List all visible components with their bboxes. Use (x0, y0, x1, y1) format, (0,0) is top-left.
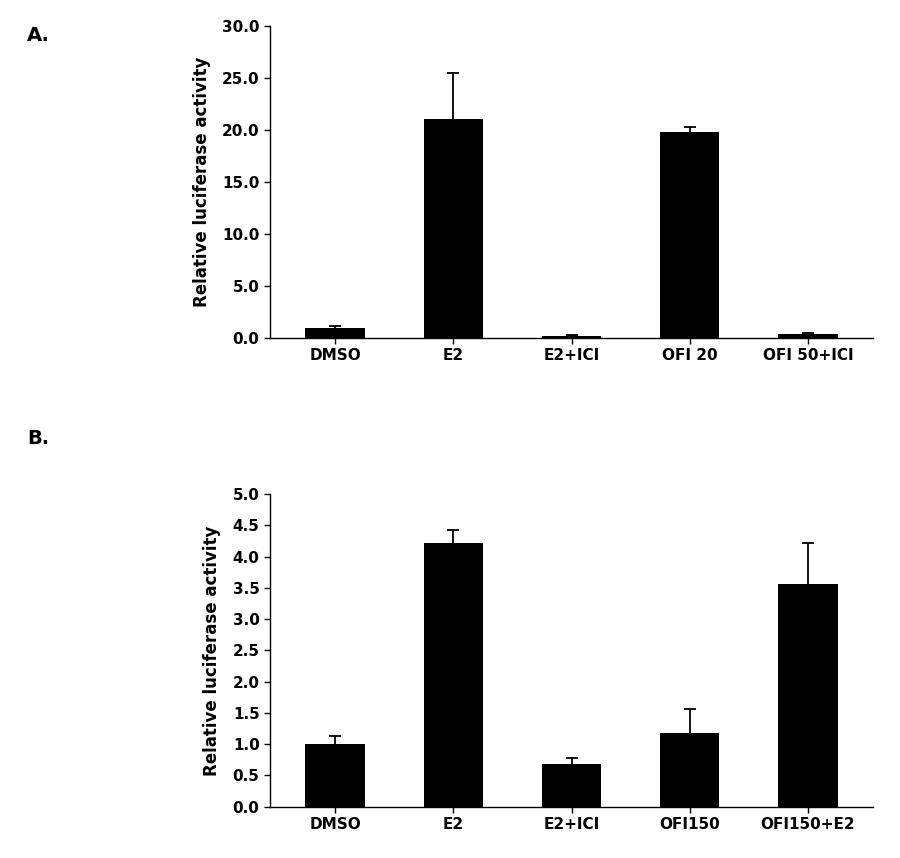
Y-axis label: Relative luciferase activity: Relative luciferase activity (203, 525, 221, 776)
Bar (424, 543, 482, 807)
Bar (305, 328, 364, 338)
Bar (778, 335, 838, 338)
Bar (305, 744, 364, 807)
Text: A.: A. (27, 26, 50, 45)
Bar (778, 583, 838, 807)
Bar (661, 132, 719, 338)
Bar (542, 764, 601, 807)
Bar (424, 119, 482, 338)
Text: B.: B. (27, 429, 50, 448)
Bar (542, 336, 601, 338)
Bar (661, 733, 719, 807)
Y-axis label: Relative luciferase activity: Relative luciferase activity (193, 57, 211, 307)
